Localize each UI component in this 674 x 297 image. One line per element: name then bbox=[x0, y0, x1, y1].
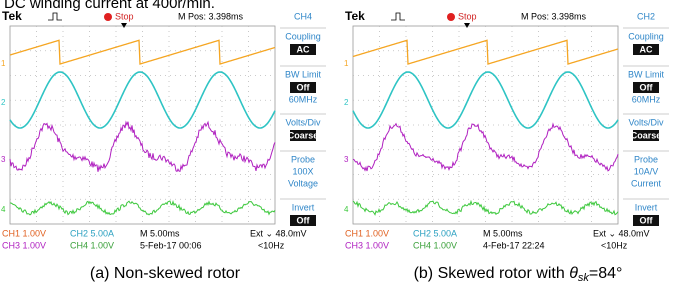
menu-label: Probe bbox=[291, 154, 315, 164]
menu-label: Coupling bbox=[628, 31, 664, 41]
menu-line: Current bbox=[631, 178, 662, 188]
footer-time: M 5.00ms bbox=[483, 228, 523, 238]
footer-ch4: CH4 1.00V bbox=[70, 240, 114, 250]
footer-ch1: CH1 1.00V bbox=[2, 228, 46, 238]
trigger-icon bbox=[391, 13, 405, 20]
scope-panel: Tek Stop M Pos: 3.398ms CH2 Coupling AC BW Lim… bbox=[344, 9, 669, 284]
stop-dot bbox=[447, 13, 455, 21]
caption: (b) Skewed rotor with θsk=84° bbox=[414, 265, 623, 284]
menu-label: Volts/Div bbox=[628, 117, 664, 127]
trigger-state: Stop bbox=[458, 11, 477, 21]
caption-text: (b) Skewed rotor with bbox=[414, 265, 570, 282]
caption-symbol: θ bbox=[569, 265, 578, 282]
menu-value: Coarse bbox=[631, 130, 662, 140]
footer-ch3: CH3 1.00V bbox=[2, 240, 46, 250]
trigger-icon bbox=[48, 13, 62, 20]
channel-marker: 2 bbox=[344, 98, 349, 107]
channel-marker: 3 bbox=[1, 155, 6, 164]
channel-marker: 1 bbox=[1, 59, 6, 68]
menu-value: Off bbox=[297, 215, 311, 225]
menu-note: 60MHz bbox=[632, 94, 661, 104]
footer-freq: <10Hz bbox=[601, 240, 628, 250]
menu-label: BW Limit bbox=[628, 69, 664, 79]
brand: Tek bbox=[2, 9, 22, 23]
trigger-state: Stop bbox=[115, 11, 134, 21]
menu-value: Off bbox=[640, 82, 654, 92]
footer-ch2: CH2 5.00A bbox=[70, 228, 114, 238]
m-pos: M Pos: 3.398ms bbox=[521, 11, 587, 21]
channel: CH2 bbox=[637, 11, 655, 21]
footer-freq: <10Hz bbox=[258, 240, 285, 250]
footer-time: M 5.00ms bbox=[140, 228, 180, 238]
footer-trig: Ext ⌄ 48.0mV bbox=[250, 228, 307, 238]
channel-marker: 1 bbox=[344, 59, 349, 68]
menu-value: AC bbox=[640, 44, 653, 54]
menu-line: Voltage bbox=[288, 178, 318, 188]
channel-marker: 4 bbox=[344, 205, 349, 214]
menu-label: Invert bbox=[635, 202, 658, 212]
menu-line: 10A/V bbox=[634, 166, 659, 176]
menu-label: BW Limit bbox=[285, 69, 321, 79]
scope-panel: Tek Stop M Pos: 3.398ms CH4 Coupling AC BW Lim… bbox=[1, 9, 326, 282]
menu-note: 60MHz bbox=[289, 94, 318, 104]
menu-value: Off bbox=[297, 82, 311, 92]
menu-value: Off bbox=[640, 215, 654, 225]
menu-label: Invert bbox=[292, 202, 315, 212]
caption-text: (a) Non-skewed rotor bbox=[90, 265, 241, 282]
m-pos: M Pos: 3.398ms bbox=[178, 11, 244, 21]
footer-ch2: CH2 5.00A bbox=[413, 228, 457, 238]
channel-marker: 2 bbox=[1, 98, 6, 107]
menu-line: 100X bbox=[292, 166, 313, 176]
footer-ch1: CH1 1.00V bbox=[345, 228, 389, 238]
stop-dot bbox=[104, 13, 112, 21]
footer-date: 5-Feb-17 00:06 bbox=[140, 240, 202, 250]
channel-marker: 4 bbox=[1, 205, 6, 214]
channel-marker: 3 bbox=[344, 155, 349, 164]
menu-value: AC bbox=[297, 44, 310, 54]
page: {"header_text": "DC winding current at 4… bbox=[0, 0, 674, 292]
footer-date: 4-Feb-17 22:24 bbox=[483, 240, 545, 250]
menu-value: Coarse bbox=[288, 130, 319, 140]
menu-label: Coupling bbox=[285, 31, 321, 41]
footer-ch4: CH4 1.00V bbox=[413, 240, 457, 250]
menu-label: Probe bbox=[634, 154, 658, 164]
figure: DC winding current at 400r/min. Tek Stop M… bbox=[0, 0, 674, 292]
caption-sub: sk bbox=[578, 272, 590, 284]
caption: (a) Non-skewed rotor bbox=[90, 265, 241, 282]
footer-trig: Ext ⌄ 48.0mV bbox=[593, 228, 650, 238]
brand: Tek bbox=[345, 9, 365, 23]
header-text: DC winding current at 400r/min. bbox=[4, 0, 215, 12]
footer-ch3: CH3 1.00V bbox=[345, 240, 389, 250]
channel: CH4 bbox=[294, 11, 312, 21]
caption-tail: =84° bbox=[589, 265, 623, 282]
menu-label: Volts/Div bbox=[285, 117, 321, 127]
